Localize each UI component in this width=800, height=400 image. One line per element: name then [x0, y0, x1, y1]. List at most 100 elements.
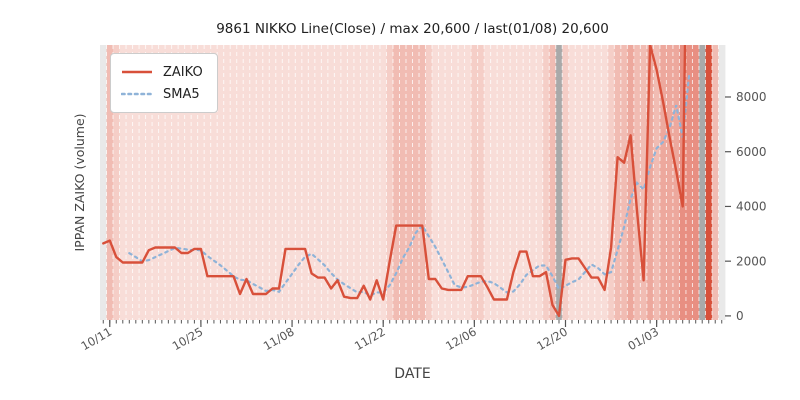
- price-stripe: [646, 45, 654, 320]
- price-stripe: [171, 45, 179, 320]
- price-stripe: [627, 45, 635, 320]
- price-stripe: [249, 45, 257, 320]
- series-lines: [102, 45, 691, 318]
- price-stripe: [360, 45, 368, 320]
- price-stripe: [412, 45, 420, 320]
- price-stripe: [438, 45, 446, 320]
- x-tick-label: 11/22: [352, 324, 388, 353]
- price-stripe: [301, 45, 309, 320]
- price-stripe: [113, 45, 120, 320]
- price-stripe: [243, 45, 251, 320]
- price-stripe: [314, 45, 322, 320]
- price-stripe: [523, 45, 531, 320]
- price-stripe: [594, 45, 602, 320]
- price-stripe: [653, 45, 661, 320]
- price-stripe: [288, 45, 296, 320]
- price-stripe: [607, 45, 615, 320]
- price-stripe: [158, 45, 166, 320]
- price-stripe: [119, 45, 127, 320]
- price-stripe: [555, 45, 563, 320]
- price-stripe: [178, 45, 186, 320]
- price-stripe: [191, 45, 199, 320]
- price-stripe: [197, 45, 205, 320]
- sma5-line-swatch: [121, 92, 153, 96]
- price-stripe: [549, 45, 557, 320]
- price-stripe: [718, 45, 726, 320]
- price-stripe: [575, 45, 583, 320]
- price-stripe: [477, 45, 485, 320]
- price-stripe: [672, 45, 680, 320]
- x-tick-label: 12/20: [534, 324, 570, 353]
- price-stripe: [451, 45, 459, 320]
- price-stripe: [106, 45, 114, 320]
- price-stripe: [510, 45, 518, 320]
- price-stripe: [705, 45, 713, 320]
- price-stripe: [223, 45, 231, 320]
- y-tick-label: 6000: [736, 145, 767, 159]
- price-stripe: [445, 45, 452, 320]
- price-stripe: [386, 45, 394, 320]
- price-stripe: [262, 45, 270, 320]
- price-stripe: [471, 45, 479, 320]
- price-stripe: [464, 45, 472, 320]
- price-stripe: [516, 45, 524, 320]
- chart-title: 9861 NIKKO Line(Close) / max 20,600 / la…: [216, 21, 609, 37]
- price-stripe: [405, 45, 413, 320]
- price-stripe: [581, 45, 589, 320]
- price-stripe: [321, 45, 329, 320]
- x-tick-label: 12/06: [443, 324, 479, 353]
- y-tick-label: 2000: [736, 254, 767, 268]
- price-stripe: [269, 45, 277, 320]
- price-stripe: [497, 45, 505, 320]
- price-stripe: [184, 45, 192, 320]
- price-stripe: [334, 45, 342, 320]
- price-stripe: [347, 45, 355, 320]
- price-stripe: [659, 45, 667, 320]
- price-stripe: [588, 45, 596, 320]
- price-stripe: [379, 45, 387, 320]
- price-stripe: [236, 45, 244, 320]
- y-tick-label: 4000: [736, 200, 767, 214]
- y-ticks: 0 2000 4000 6000 8000: [725, 90, 767, 323]
- price-stripe: [308, 45, 316, 320]
- price-stripe: [711, 45, 719, 320]
- price-stripe: [210, 45, 218, 320]
- zaiko-line: [102, 45, 687, 318]
- price-stripe: [568, 45, 576, 320]
- legend-item-zaiko: ZAIKO: [121, 61, 203, 83]
- price-stripes: [100, 45, 726, 320]
- price-stripe: [132, 45, 140, 320]
- price-stripe: [126, 45, 133, 320]
- price-stripe: [282, 45, 290, 320]
- price-stripe: [666, 45, 674, 320]
- price-stripe: [340, 45, 348, 320]
- price-stripe: [529, 45, 537, 320]
- x-tick-label: 10/25: [170, 324, 206, 353]
- price-stripe: [698, 45, 706, 320]
- y-axis-label: IPPAN ZAIKO (volume): [72, 113, 87, 251]
- x-tick-label: 11/08: [261, 324, 297, 353]
- price-stripe: [399, 45, 407, 320]
- legend-label-sma5: SMA5: [163, 86, 200, 102]
- x-axis-label: DATE: [394, 366, 430, 382]
- price-stripe: [230, 45, 238, 320]
- y-tick-label: 0: [736, 309, 744, 323]
- price-stripe: [152, 45, 159, 320]
- price-stripe: [542, 45, 550, 320]
- price-stripe: [490, 45, 498, 320]
- price-stripe: [373, 45, 381, 320]
- price-stripe: [392, 45, 400, 320]
- price-stripe: [295, 45, 303, 320]
- price-stripe: [562, 45, 570, 320]
- price-stripe: [614, 45, 622, 320]
- price-stripe: [458, 45, 465, 320]
- price-stripe: [692, 45, 700, 320]
- price-stripe: [139, 45, 146, 320]
- price-stripe: [601, 45, 609, 320]
- price-stripe: [419, 45, 426, 320]
- price-stripe: [620, 45, 628, 320]
- legend-label-zaiko: ZAIKO: [163, 64, 203, 80]
- price-stripe: [217, 45, 225, 320]
- price-stripe: [503, 45, 511, 320]
